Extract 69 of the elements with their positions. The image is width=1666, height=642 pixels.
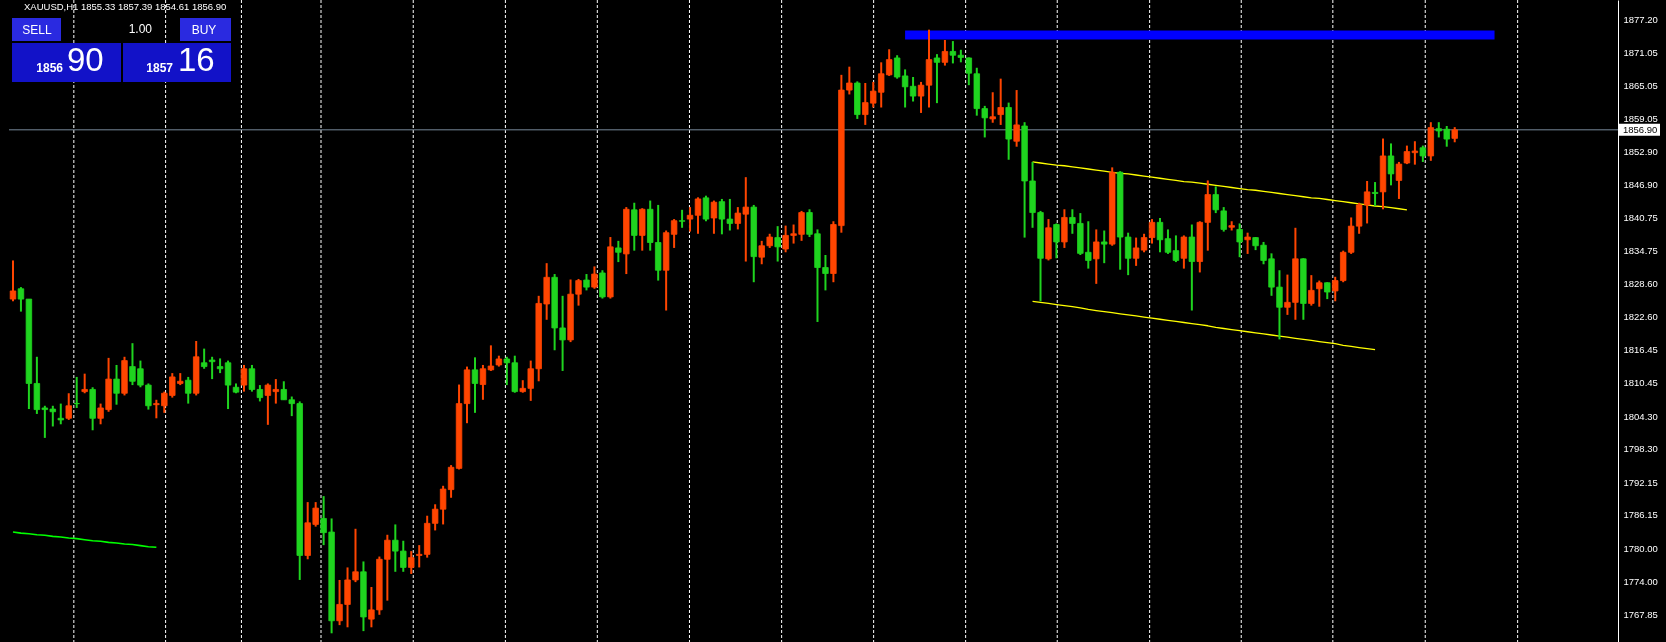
candlestick	[471, 356, 479, 414]
y-tick-label: 1816.45	[1623, 344, 1658, 356]
candlestick	[1148, 218, 1156, 245]
y-tick-label: 1871.05	[1623, 47, 1658, 59]
y-tick-label: 1834.75	[1623, 244, 1658, 256]
candlestick	[208, 355, 216, 381]
y-tick-label: 1774.00	[1623, 575, 1658, 587]
candlestick	[81, 372, 88, 395]
candlestick	[774, 225, 781, 263]
candlestick	[1236, 222, 1243, 259]
candlestick	[702, 194, 710, 223]
candlestick	[933, 53, 941, 105]
annotation: 1.00	[128, 22, 153, 36]
y-tick-label: 1810.45	[1623, 377, 1658, 389]
y-tick-label: 1798.30	[1623, 443, 1658, 455]
y-tick-label: 1859.05	[1623, 112, 1658, 124]
line-series	[12, 531, 158, 549]
candlestick	[408, 550, 415, 575]
y-tick-label: 1865.05	[1623, 79, 1658, 91]
chart-title: XAUUSD,H1 1855.33 1857.39 1854.61 1856.90	[24, 1, 227, 12]
y-tick-label: 1767.85	[1623, 609, 1658, 621]
candlestick	[1316, 279, 1323, 308]
candlestick	[1156, 216, 1164, 254]
candlestick	[591, 265, 598, 290]
candlestick	[710, 199, 718, 235]
y-tick-label: 1852.90	[1623, 146, 1658, 158]
annotation: SELL	[22, 23, 52, 37]
annotation: 16	[178, 41, 215, 78]
y-tick-label: 1822.60	[1623, 311, 1658, 323]
candlestick	[989, 91, 996, 124]
candlestick	[1013, 89, 1020, 148]
y-tick-label: 1792.15	[1623, 476, 1658, 488]
candlestick	[185, 375, 192, 405]
y-tick-label: 1828.60	[1623, 278, 1658, 290]
candlestick	[1387, 142, 1395, 187]
candlestick	[1371, 181, 1379, 208]
annotation: 1856	[36, 61, 64, 75]
candlestick	[917, 80, 925, 114]
candlestick	[65, 392, 72, 421]
y-tick-label: 1877.20	[1623, 13, 1658, 25]
ref-line-label: 1856.90	[1623, 123, 1658, 135]
y-tick-label: 1846.90	[1623, 178, 1658, 190]
candlestick	[57, 402, 64, 426]
y-tick-label: 1804.30	[1623, 410, 1658, 422]
candlestick	[240, 363, 248, 393]
candlestick	[941, 39, 949, 67]
candlestick	[1180, 234, 1188, 270]
annotation: BUY	[191, 23, 217, 37]
y-tick-label: 1780.00	[1623, 542, 1658, 554]
annotation: 1857	[146, 61, 174, 75]
candlestick	[615, 239, 622, 264]
y-tick-label: 1840.75	[1623, 212, 1658, 224]
candlestick	[9, 259, 17, 303]
line-series	[1031, 300, 1376, 351]
candlestick	[599, 269, 606, 300]
candlestick	[686, 206, 694, 233]
candlestick	[1244, 231, 1251, 255]
candlestick	[1101, 229, 1108, 265]
annotation: 90	[67, 41, 104, 78]
candlestick	[1212, 185, 1219, 215]
candlestick	[694, 196, 702, 235]
candlestick	[1220, 206, 1227, 233]
candlestick	[200, 347, 208, 370]
candlestick	[113, 363, 120, 406]
y-tick-label: 1786.15	[1623, 509, 1658, 521]
candlestick	[1093, 228, 1100, 285]
candlestick	[1308, 274, 1315, 307]
candlestick	[1053, 222, 1060, 260]
candlestick	[997, 77, 1004, 126]
